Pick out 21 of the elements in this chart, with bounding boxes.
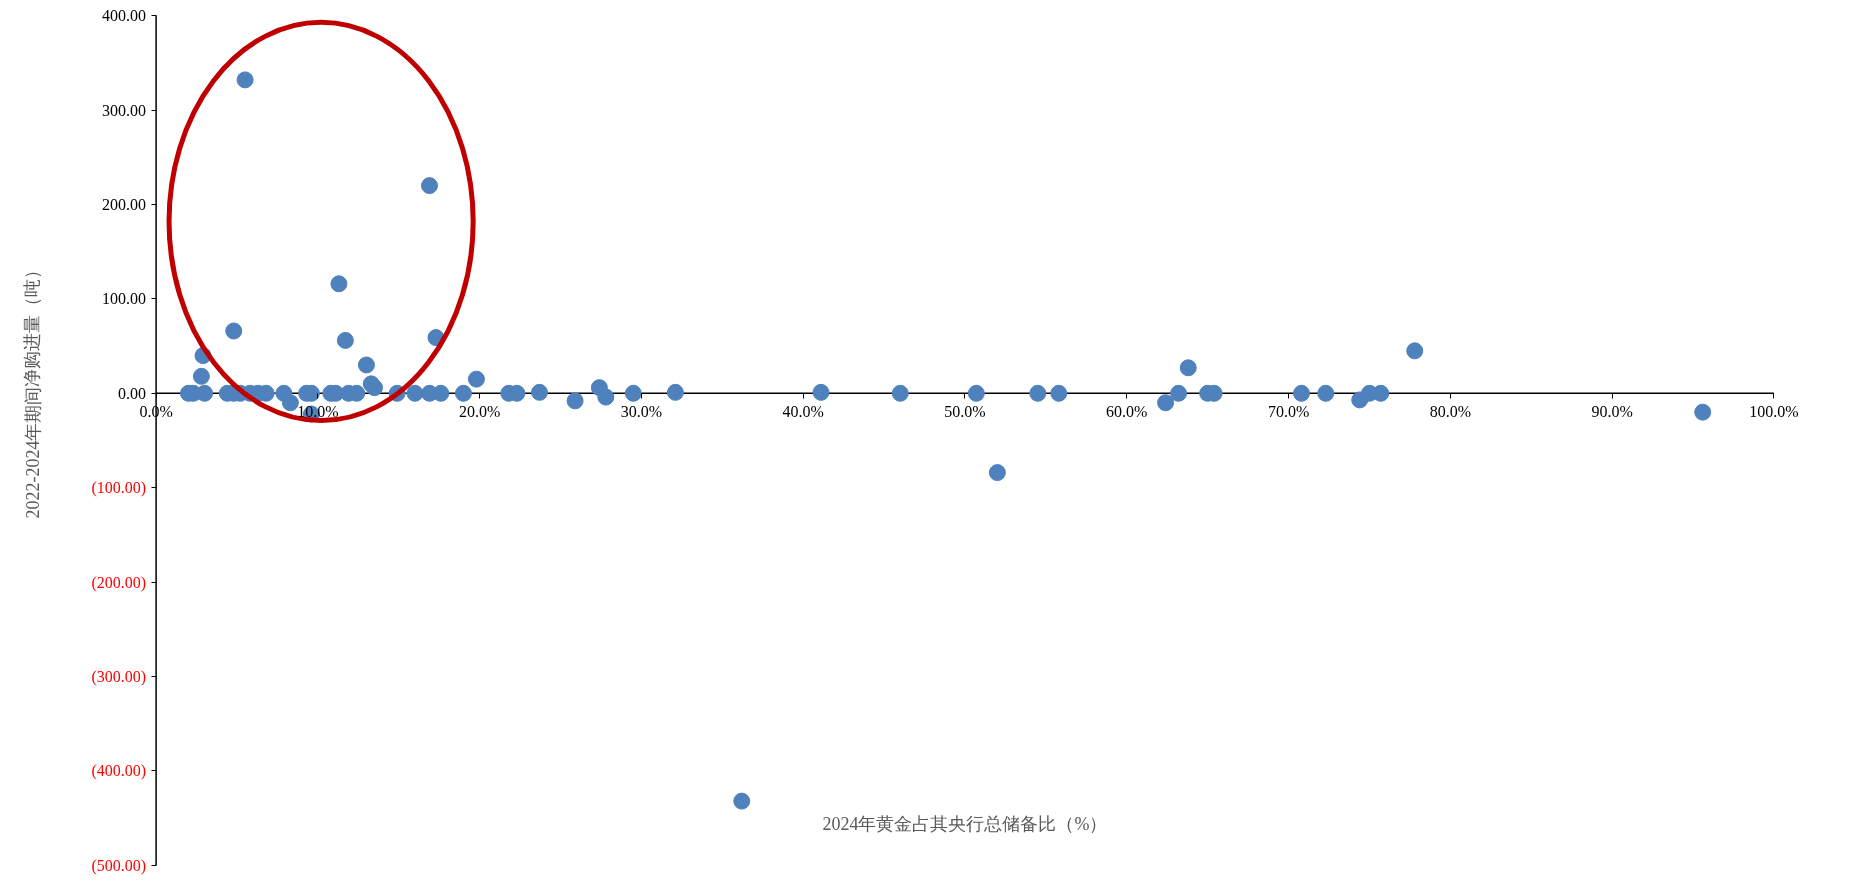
x-tick-label: 20.0% bbox=[458, 403, 501, 421]
y-tick-label: (300.00) bbox=[91, 668, 147, 686]
x-tick-label: 80.0% bbox=[1429, 403, 1471, 421]
y-tick-label: 400.00 bbox=[102, 7, 147, 25]
x-tick-label: 30.0% bbox=[620, 403, 663, 421]
y-tick-label: (100.00) bbox=[91, 479, 147, 498]
y-axis-title: 2022-2024年期间净购进量（吨） bbox=[22, 260, 43, 519]
y-tick-label: (200.00) bbox=[91, 573, 147, 592]
x-tick-label: 90.0% bbox=[1591, 403, 1633, 421]
x-tick-label: 50.0% bbox=[944, 403, 986, 421]
x-axis-title: 2024年黄金占其央行总储备比（%） bbox=[822, 813, 1108, 834]
y-tick-label: (400.00) bbox=[91, 762, 147, 781]
y-tick-label: 300.00 bbox=[102, 101, 147, 119]
x-tick-label: 70.0% bbox=[1267, 403, 1310, 421]
y-tick-label: 200.00 bbox=[102, 196, 147, 213]
x-tick-label: 60.0% bbox=[1106, 403, 1148, 421]
y-tick-label: 100.00 bbox=[102, 290, 147, 308]
x-tick-label: 40.0% bbox=[782, 403, 824, 421]
y-tick-label: (500.00) bbox=[91, 856, 147, 875]
y-tick-label: 0.00 bbox=[118, 384, 147, 402]
x-tick-label: 100.0% bbox=[1749, 403, 1799, 421]
